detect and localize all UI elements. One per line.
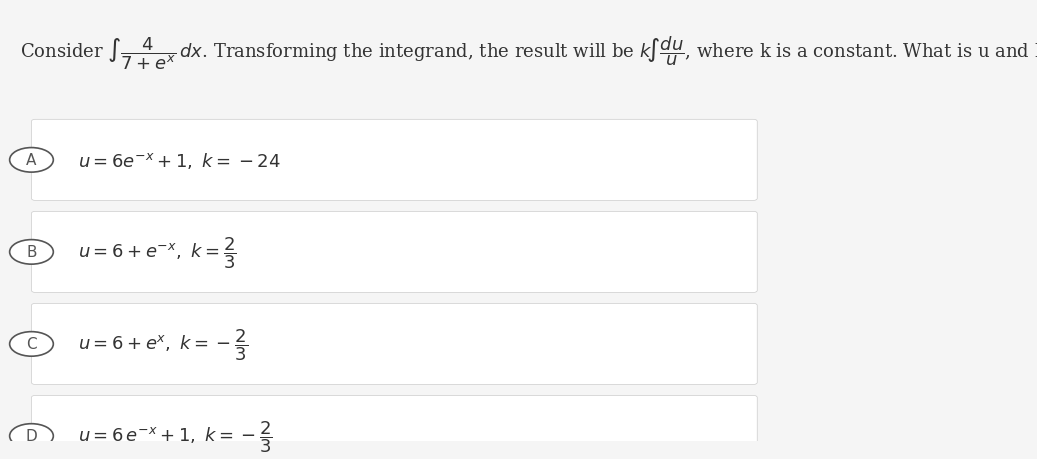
FancyBboxPatch shape: [31, 396, 757, 459]
Circle shape: [9, 240, 53, 264]
Text: $u = 6e^{-x}+1,\ k = -24$: $u = 6e^{-x}+1,\ k = -24$: [79, 151, 281, 170]
Circle shape: [9, 332, 53, 357]
Text: $u = 6+e^{x},\ k = -\dfrac{2}{3}$: $u = 6+e^{x},\ k = -\dfrac{2}{3}$: [79, 326, 248, 362]
FancyBboxPatch shape: [31, 120, 757, 201]
Circle shape: [9, 424, 53, 448]
FancyBboxPatch shape: [31, 304, 757, 385]
Circle shape: [9, 148, 53, 173]
Text: A: A: [26, 153, 36, 168]
Text: C: C: [26, 337, 36, 352]
FancyBboxPatch shape: [31, 212, 757, 293]
Text: $u = 6\,e^{-x}+1,\ k = -\dfrac{2}{3}$: $u = 6\,e^{-x}+1,\ k = -\dfrac{2}{3}$: [79, 418, 274, 454]
Text: B: B: [26, 245, 36, 260]
Text: Consider $\int \dfrac{4}{7+e^{x}}\,dx$. Transforming the integrand, the result w: Consider $\int \dfrac{4}{7+e^{x}}\,dx$. …: [20, 35, 1037, 73]
Text: D: D: [26, 429, 37, 443]
Text: $u = 6+e^{-x},\ k = \dfrac{2}{3}$: $u = 6+e^{-x},\ k = \dfrac{2}{3}$: [79, 235, 236, 270]
